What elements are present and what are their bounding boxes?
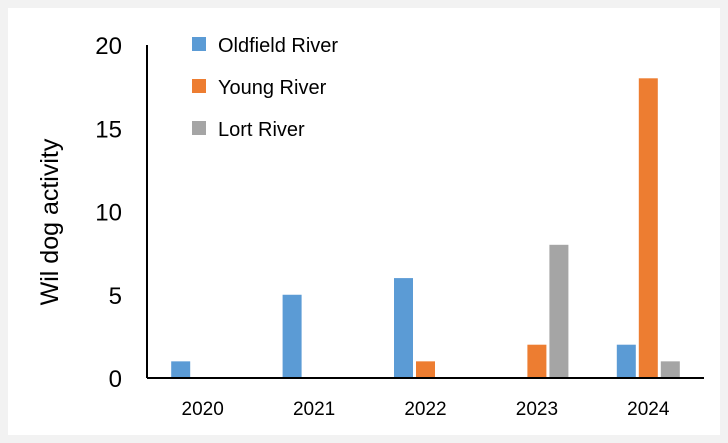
y-tick-label: 0 xyxy=(109,366,122,393)
bar-oldfield-river-2020 xyxy=(171,361,191,378)
x-tick-label: 2023 xyxy=(516,399,558,420)
y-tick-label: 5 xyxy=(109,283,122,310)
x-tick-label: 2021 xyxy=(293,399,335,420)
legend-label-lort-river: Lort River xyxy=(218,119,305,141)
bar-oldfield-river-2021 xyxy=(282,294,302,378)
legend-swatch-lort-river xyxy=(192,121,206,135)
legend-swatch-young-river xyxy=(192,79,206,93)
y-axis-label: Wil dog activity xyxy=(36,138,64,305)
y-tick-label: 10 xyxy=(95,200,122,227)
bar-lort-river-2023 xyxy=(549,244,569,378)
chart-frame: Wil dog activity 0 5 10 15 20 2020 2021 2022 202… xyxy=(8,8,720,435)
bar-young-river-2023 xyxy=(527,344,547,378)
legend-swatch-oldfield-river xyxy=(192,37,206,51)
legend: Oldfield River Young River Lort River xyxy=(192,35,338,141)
x-tick-label: 2020 xyxy=(182,399,224,420)
bar-lort-river-2024 xyxy=(660,361,680,378)
bar-young-river-2022 xyxy=(416,361,435,378)
bar-young-river-2024 xyxy=(638,78,658,379)
legend-label-oldfield-river: Oldfield River xyxy=(218,35,338,57)
legend-label-young-river: Young River xyxy=(218,77,327,99)
bar-oldfield-river-2022 xyxy=(394,278,413,378)
x-tick-label: 2024 xyxy=(627,399,670,420)
x-tick-label: 2022 xyxy=(404,399,446,420)
bar-oldfield-river-2024 xyxy=(616,344,636,378)
y-tick-label: 15 xyxy=(95,116,122,143)
y-tick-label: 20 xyxy=(95,33,122,60)
